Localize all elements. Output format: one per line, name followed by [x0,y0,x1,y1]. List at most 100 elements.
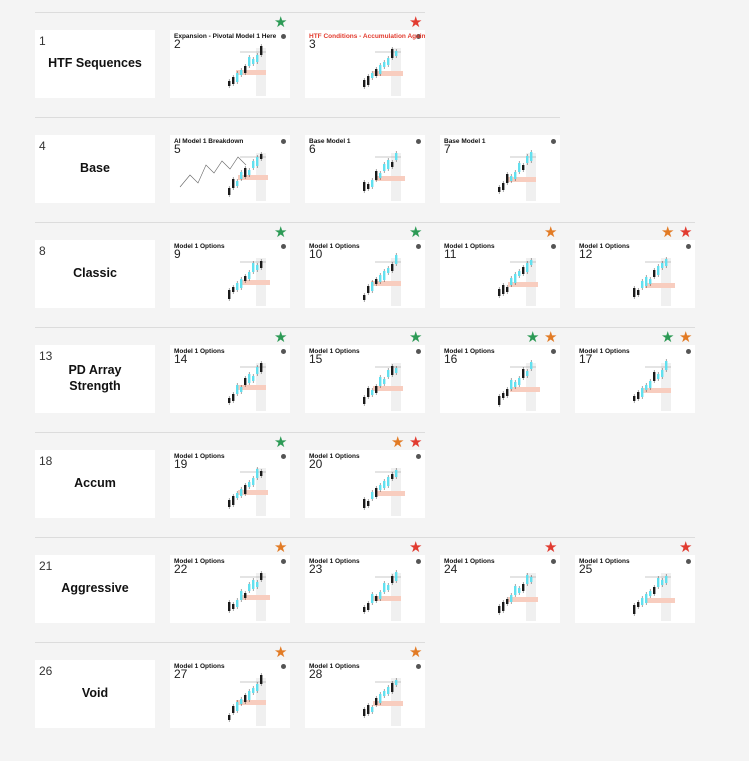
section-label[interactable]: 26 Void [35,660,155,728]
orange-star-icon: ★ [544,224,558,241]
section-label[interactable]: 18 Accum [35,450,155,518]
section-label[interactable]: 8 Classic [35,240,155,308]
candle [256,684,259,691]
chart-thumbnail [633,359,671,411]
slide-thumbnail[interactable]: 25 Model 1 Options [575,555,695,623]
candle [248,584,251,591]
candle [256,582,259,587]
slide-thumbnail[interactable]: 5 AI Model 1 Breakdown [170,135,290,203]
row-divider [35,12,425,13]
candle [510,380,513,389]
chart-thumbnail [498,150,536,201]
candle [653,372,656,381]
slide-thumbnail[interactable]: 7 Base Model 1 [440,135,560,203]
slide-thumbnail[interactable]: 20 Model 1 Options [305,450,425,518]
brand-logo [686,244,691,249]
candle [228,290,231,299]
candle [363,80,366,87]
slide-thumbnail[interactable]: 24 Model 1 Options [440,555,560,623]
slide-thumbnail[interactable]: 17 Model 1 Options [575,345,695,413]
section-number: 21 [39,559,53,573]
candle [383,583,386,592]
candle [506,599,509,604]
candle [395,255,398,264]
slide-number: 7 [444,142,451,156]
zone-rect [508,282,538,287]
candle [260,154,263,159]
brand-logo [416,454,421,459]
section-label[interactable]: 13 PD Array Strength [35,345,155,413]
slide-thumbnail[interactable]: 11 Model 1 Options [440,240,560,308]
slide-thumbnail[interactable]: 28 Model 1 Options [305,660,425,728]
candle [375,69,378,76]
candle [387,477,390,486]
candle [526,263,529,272]
slide-thumbnail[interactable]: 19 Model 1 Options [170,450,290,518]
row-divider [35,432,425,433]
slide-title: Model 1 Options [309,243,360,250]
red-star-icon: ★ [679,224,693,241]
slide-thumbnail[interactable]: 2 Expansion - Pivotal Model 1 Here [170,30,290,98]
slide-number: 27 [174,667,188,681]
candle [244,695,247,702]
zone-rect [238,175,268,180]
brand-logo [281,454,286,459]
chart-thumbnail [228,44,266,96]
slide-number: 22 [174,562,188,576]
candle [653,270,656,277]
slide-thumbnail[interactable]: 23 Model 1 Options [305,555,425,623]
candle [506,174,509,183]
section-label[interactable]: 1 HTF Sequences [35,30,155,98]
candle [244,485,247,494]
candle [649,381,652,388]
candle [661,370,664,377]
zone-rect [373,71,403,76]
candle [240,279,243,288]
candle [367,501,370,506]
candle [498,396,501,405]
candle [395,680,398,685]
slide-thumbnail[interactable]: 9 Model 1 Options [170,240,290,308]
slide-thumbnail[interactable]: 10 Model 1 Options [305,240,425,308]
row-divider [35,537,695,538]
candle [379,173,382,178]
candle [391,366,394,375]
brand-logo [416,349,421,354]
brand-mark-icon [551,349,556,354]
brand-logo [416,664,421,669]
slide-thumbnail[interactable]: 22 Model 1 Options [170,555,290,623]
chart-thumbnail [179,152,268,201]
slide-number: 9 [174,247,181,261]
zone-rect [645,283,675,288]
slide-title: Model 1 Options [174,243,225,250]
candle [526,575,529,584]
candle [363,499,366,508]
candle [244,378,247,385]
section-name: Void [81,686,109,701]
candle [387,585,390,590]
slide-thumbnail[interactable]: 27 Model 1 Options [170,660,290,728]
orange-star-icon: ★ [661,224,675,241]
candle [383,271,386,280]
slide-thumbnail[interactable]: 6 Base Model 1 [305,135,425,203]
zone-rect [236,70,266,75]
candle [371,492,374,499]
slide-thumbnail[interactable]: 12 Model 1 Options [575,240,695,308]
candle [514,172,517,179]
slide-thumbnail[interactable]: 16 Model 1 Options [440,345,560,413]
candle [387,370,390,377]
brand-mark-icon [281,349,286,354]
brand-mark-icon [551,244,556,249]
candle [244,168,247,177]
slide-title: Model 1 Options [579,348,630,355]
section-label[interactable]: 21 Aggressive [35,555,155,623]
slide-thumbnail[interactable]: 15 Model 1 Options [305,345,425,413]
candle [256,265,259,270]
candle [371,180,374,187]
slide-title: HTF Conditions - Accumulation Against Mo… [309,33,425,40]
section-label[interactable]: 4 Base [35,135,155,203]
slide-thumbnail[interactable]: 14 Model 1 Options [170,345,290,413]
brand-mark-icon [416,349,421,354]
candle [395,51,398,56]
